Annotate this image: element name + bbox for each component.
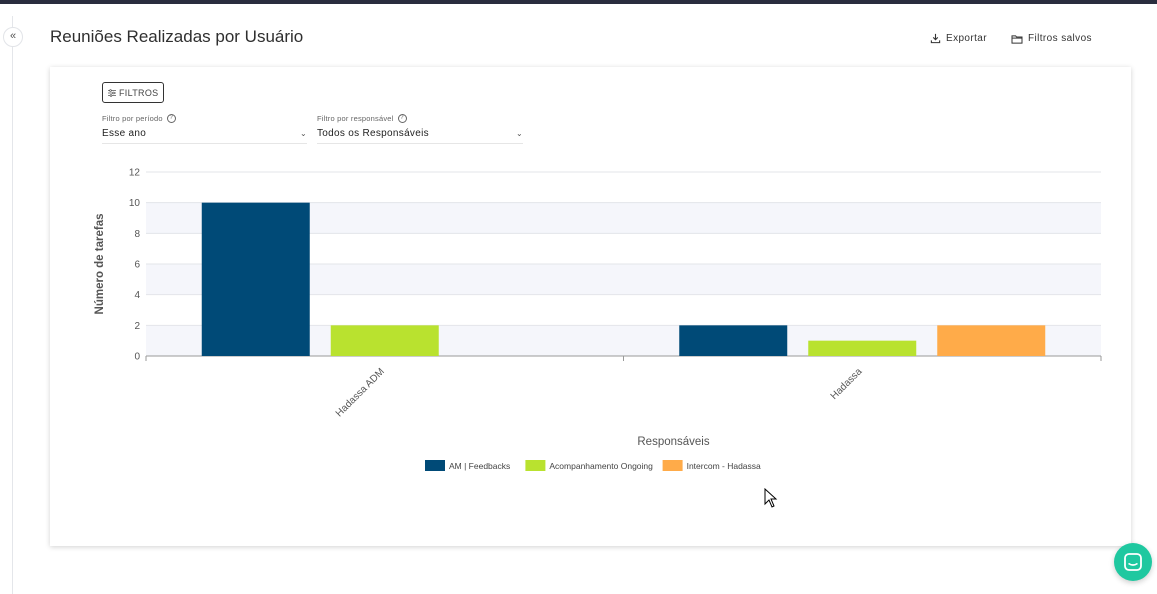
saved-filters-button[interactable]: Filtros salvos [1011, 33, 1092, 44]
bar-am-feedbacks-0 [201, 202, 310, 356]
bar-am-feedbacks-1 [679, 325, 788, 356]
y-tick-label: 10 [129, 198, 141, 209]
bar-chart: 0 2 4 6 8 10 12 Hadassa ADM Hadassa Responsáveis N… [94, 168, 1102, 471]
responsible-filter-label: Filtro por responsável [317, 114, 394, 123]
download-icon [930, 33, 941, 44]
responsible-select[interactable]: Todos os Responsáveis ⌄ [317, 128, 523, 144]
period-select[interactable]: Esse ano ⌄ [102, 128, 307, 144]
legend-label: Intercom - Hadassa [687, 461, 761, 471]
legend-label: Acompanhamento Ongoing [549, 461, 653, 471]
period-filter: Filtro por período ? Esse ano ⌄ [102, 114, 307, 144]
period-select-value: Esse ano [102, 128, 147, 139]
y-axis-label: Número de tarefas [94, 214, 106, 315]
legend-swatch [425, 460, 445, 471]
legend-label: AM | Feedbacks [449, 461, 510, 471]
y-tick-label: 2 [134, 321, 140, 332]
chevron-down-icon: ⌄ [299, 129, 307, 138]
help-icon[interactable]: ? [166, 114, 176, 123]
filter-sliders-icon [108, 88, 116, 97]
export-button[interactable]: Exportar [930, 33, 987, 44]
y-tick-label: 4 [134, 290, 140, 301]
filters-button-label: FILTROS [119, 87, 159, 98]
bar-acompanhamento-ongoing-1 [808, 340, 917, 356]
bar-intercom-hadassa-1 [937, 325, 1046, 356]
x-tick-label: Hadassa [829, 366, 865, 402]
legend-swatch [525, 460, 546, 471]
period-filter-label: Filtro por período [102, 114, 163, 123]
legend-swatch [662, 460, 683, 471]
sidebar-divider [12, 16, 13, 594]
chat-support-button[interactable] [1114, 543, 1152, 581]
filters-button[interactable]: FILTROS [102, 82, 165, 103]
responsible-filter: Filtro por responsável ? Todos os Respon… [317, 114, 523, 144]
bar-acompanhamento-ongoing-0 [330, 325, 439, 356]
top-bar [0, 0, 1157, 4]
page-title: Reuniões Realizadas por Usuário [50, 27, 304, 46]
chat-icon [1124, 553, 1142, 571]
chevron-down-icon: ⌄ [515, 129, 523, 138]
folder-icon [1011, 34, 1023, 44]
x-axis-label: Responsáveis [637, 436, 709, 448]
responsible-select-value: Todos os Responsáveis [317, 128, 429, 139]
x-tick-label: Hadassa ADM [334, 366, 387, 419]
mouse-cursor-icon [764, 488, 778, 508]
export-label: Exportar [946, 33, 987, 44]
y-tick-label: 6 [134, 260, 140, 271]
saved-filters-label: Filtros salvos [1028, 33, 1092, 44]
y-tick-label: 8 [134, 229, 140, 240]
y-tick-label: 0 [134, 352, 140, 363]
collapse-sidebar-button[interactable]: « [3, 27, 23, 47]
help-icon[interactable]: ? [397, 114, 407, 123]
y-tick-label: 12 [129, 168, 141, 179]
report-card: FILTROS Filtro por período ? Esse ano ⌄ … [50, 67, 1131, 546]
